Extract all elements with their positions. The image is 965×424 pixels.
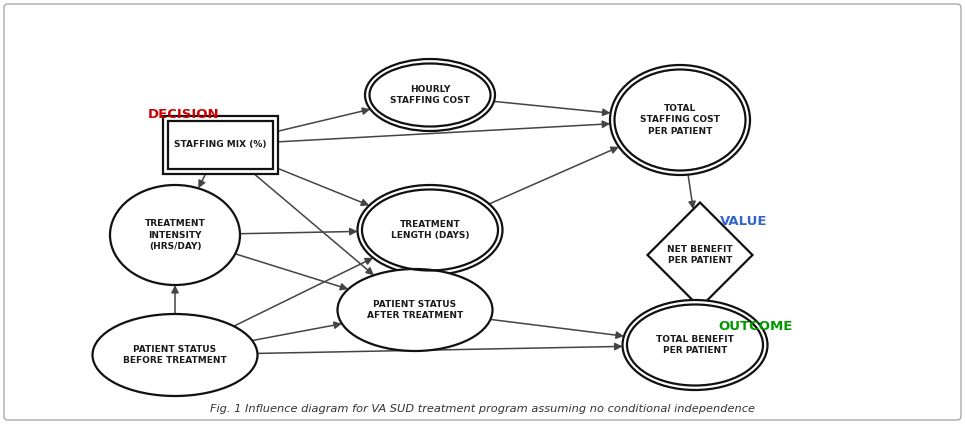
Bar bbox=[168, 121, 272, 169]
Bar bbox=[162, 116, 278, 174]
Text: TREATMENT
LENGTH (DAYS): TREATMENT LENGTH (DAYS) bbox=[391, 220, 469, 240]
Ellipse shape bbox=[110, 185, 240, 285]
Text: PATIENT STATUS
BEFORE TREATMENT: PATIENT STATUS BEFORE TREATMENT bbox=[124, 345, 227, 365]
Text: HOURLY
STAFFING COST: HOURLY STAFFING COST bbox=[390, 85, 470, 105]
Ellipse shape bbox=[622, 300, 767, 390]
Text: Fig. 1 Influence diagram for VA SUD treatment program assuming no conditional in: Fig. 1 Influence diagram for VA SUD trea… bbox=[210, 404, 755, 414]
Text: TOTAL BENEFIT
PER PATIENT: TOTAL BENEFIT PER PATIENT bbox=[656, 335, 734, 355]
Ellipse shape bbox=[610, 65, 750, 175]
FancyBboxPatch shape bbox=[4, 4, 961, 420]
Text: DECISION: DECISION bbox=[148, 108, 220, 121]
Text: TREATMENT
INTENSITY
(HRS/DAY): TREATMENT INTENSITY (HRS/DAY) bbox=[145, 219, 206, 251]
Ellipse shape bbox=[365, 59, 495, 131]
Text: PATIENT STATUS
AFTER TREATMENT: PATIENT STATUS AFTER TREATMENT bbox=[367, 300, 463, 320]
Ellipse shape bbox=[93, 314, 258, 396]
Text: TOTAL
STAFFING COST
PER PATIENT: TOTAL STAFFING COST PER PATIENT bbox=[640, 104, 720, 136]
Ellipse shape bbox=[338, 269, 492, 351]
Text: NET BENEFIT
PER PATIENT: NET BENEFIT PER PATIENT bbox=[667, 245, 732, 265]
Text: STAFFING MIX (%): STAFFING MIX (%) bbox=[174, 140, 266, 150]
Text: VALUE: VALUE bbox=[720, 215, 767, 228]
Polygon shape bbox=[648, 203, 753, 307]
Ellipse shape bbox=[357, 185, 503, 275]
Text: OUTCOME: OUTCOME bbox=[718, 320, 792, 333]
